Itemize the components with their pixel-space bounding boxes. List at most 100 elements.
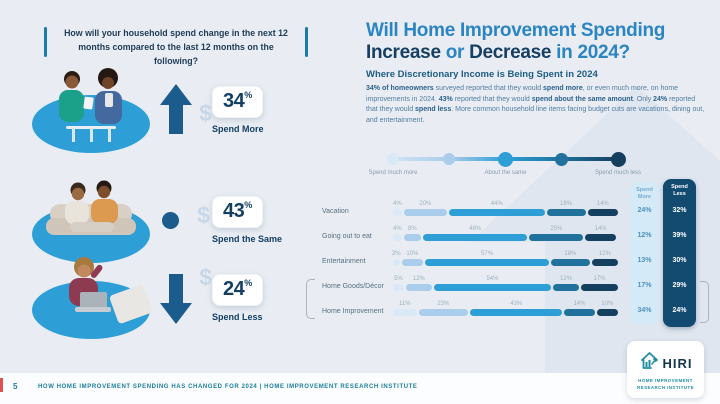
stat-label: Spend Less [212,312,263,322]
chart-row: Home Goods/Décor 5% 12% 54% 12% 17% [322,274,720,300]
spend-less-value: 32% [672,207,687,214]
bar-segment: 48% [423,226,528,241]
stacked-bar: 3% 10% 57% 18% 12% [392,251,618,266]
hiri-logo-subtext: HOME IMPROVEMENT RESEARCH INSTITUTE [637,378,694,390]
stat-card-spend-same: 43% [212,196,264,228]
bar-segment: 43% [470,301,563,316]
stat-card-spend-less: 24% [212,274,264,306]
segment-value-label: 10% [406,250,419,257]
spend-less-column: Spend Less 32% 39% 30% 29% 24% [663,179,696,327]
legend-dot [387,153,399,165]
spend-less-value: 39% [672,232,687,239]
bar-segment: 25% [529,226,584,241]
segment-value-label: 14% [594,225,607,232]
stat-row-spend-more: $ 34% Spend More [28,64,328,156]
segment-value-label: 12% [412,275,425,282]
title-run: Increase [366,42,441,64]
up-arrow-icon: $ [154,64,212,156]
segment-value-label: 44% [490,200,503,207]
bar-segment: 14% [587,201,618,216]
segment-value-label: 25% [550,225,563,232]
legend-label: About the same [484,170,527,176]
chart-row: Vacation 4% 20% 44% 18% 14% [322,199,720,225]
spend-less-value: 30% [672,257,687,264]
stat-value: 24 [223,278,245,300]
stat-label: Spend the Same [212,234,283,244]
stat-unit: % [244,90,253,100]
bar-segment: 54% [433,276,552,291]
segment-value-label: 4% [392,200,402,207]
segment-value-label: 20% [419,200,432,207]
bar-segment: 10% [596,301,618,316]
segment-value-label: 12% [560,275,573,282]
spend-more-column: Spend More 24% 12% 13% 17% 34% [630,182,659,324]
bar-segment: 44% [449,201,545,216]
segment-value-label: 48% [469,225,482,232]
photo-couple-on-couch [28,174,154,266]
footer-text: HOW HOME IMPROVEMENT SPENDING HAS CHANGE… [38,384,418,390]
bar-segment: 11% [393,301,417,316]
segment-value-label: 11% [399,300,411,307]
chart-row: Going out to eat 4% 8% 48% 25% 14% [322,224,720,250]
photo-woman-at-laptop [28,252,154,344]
home-categories-bracket-left [306,279,315,319]
footer-red-tab [0,378,3,392]
bar-segment: 12% [591,251,618,266]
bar-segment: 20% [403,201,448,216]
row-label: Going out to eat [322,233,372,240]
intro-paragraph: 34% of homeowners surveyed reported that… [366,85,705,124]
home-categories-bracket-right [700,281,709,323]
bar-segment: 12% [553,276,580,291]
segment-value-label: 54% [486,275,499,282]
bar-segment: 14% [564,301,595,316]
bar-segment: 57% [425,251,549,266]
dollar-icon: $ [199,264,212,290]
stacked-bar: 11% 23% 43% 14% 10% [393,301,618,316]
bar-segment: 4% [393,201,402,216]
spend-less-value: 24% [672,307,687,314]
bar-segment: 12% [405,276,432,291]
stacked-bar: 4% 8% 48% 25% 14% [393,226,618,241]
chart-legend: Spend much more About the same Spend much … [368,148,641,182]
bar-segment: 18% [550,251,590,266]
down-arrow-icon: $ [154,252,212,344]
row-label: Vacation [322,208,349,215]
spend-more-column-header: Spend More [636,187,653,201]
segment-value-label: 14% [596,200,609,207]
segment-value-label: 17% [593,275,606,282]
page-title: Will Home Improvement Spending Increase o… [366,20,714,65]
stacked-bar: 5% 12% 54% 12% 17% [393,276,618,291]
stat-value: 43 [223,200,245,222]
title-run: in 2024? [551,42,630,64]
stat-row-spend-less: $ 24% Spend Less [28,252,328,344]
chart-subtitle: Where Discretionary Income is Being Spen… [366,69,598,80]
stat-value: 34 [223,90,245,112]
segment-value-label: 43% [510,300,523,307]
bar-segment: 10% [401,251,424,266]
bar-segment: 18% [546,201,586,216]
spend-more-value: 24% [637,207,652,214]
legend-label: Spend much more [368,170,418,176]
spend-less-value: 29% [672,282,687,289]
spend-more-value: 12% [637,232,652,239]
same-dot-icon: $ [154,174,212,266]
segment-value-label: 23% [437,300,450,307]
segment-value-label: 18% [560,200,573,207]
hiri-logo-card: HIRI HOME IMPROVEMENT RESEARCH INSTITUTE [627,341,704,398]
segment-value-label: 12% [598,250,611,257]
stacked-bar: 4% 20% 44% 18% 14% [393,201,618,216]
stat-row-spend-same: $ 43% Spend the Same [28,174,328,266]
hiri-logo-text: HIRI [662,355,693,371]
segment-value-label: 57% [481,250,494,257]
stacked-bar-chart: Vacation 4% 20% 44% 18% 14% Going out to eat 4%… [322,196,720,328]
chart-row: Home Improvement 11% 23% 43% 14% 10% [322,299,720,325]
dollar-icon: $ [199,100,212,126]
legend-dot [610,151,626,167]
segment-value-label: 14% [573,300,586,307]
bar-segment: 4% [393,226,402,241]
bar-segment: 17% [581,276,618,291]
hiri-house-icon [639,351,660,375]
survey-question: How will your household spend change in … [44,26,308,68]
spend-more-value: 34% [637,307,652,314]
